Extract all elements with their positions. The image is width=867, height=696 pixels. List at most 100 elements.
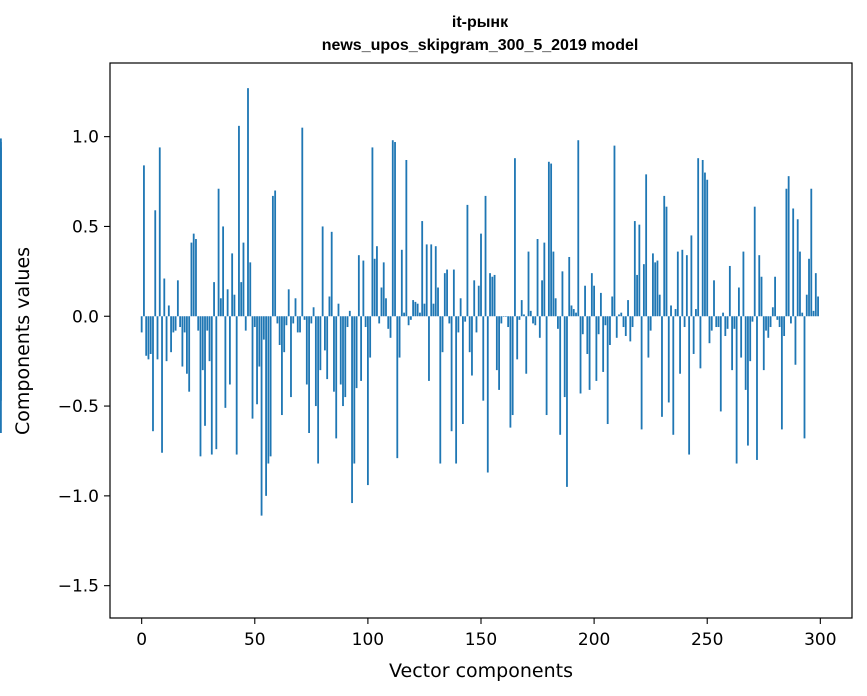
bar bbox=[174, 316, 177, 331]
bar bbox=[504, 316, 507, 317]
chart-title: it-рынк bbox=[452, 14, 509, 31]
bar bbox=[339, 316, 342, 385]
bar bbox=[695, 309, 697, 317]
bar bbox=[439, 316, 442, 464]
bar bbox=[803, 316, 806, 439]
bar bbox=[303, 316, 306, 320]
bar bbox=[446, 269, 448, 317]
bar bbox=[525, 316, 528, 374]
bar bbox=[581, 316, 584, 335]
bar bbox=[649, 316, 652, 331]
bar bbox=[432, 303, 435, 317]
bar bbox=[762, 316, 765, 371]
bar bbox=[484, 195, 487, 317]
bar bbox=[0, 309, 2, 317]
bar bbox=[620, 312, 623, 317]
bar bbox=[685, 255, 688, 317]
bar bbox=[190, 242, 193, 317]
bar bbox=[251, 316, 254, 419]
bar bbox=[305, 316, 308, 385]
bar bbox=[676, 251, 679, 317]
bar bbox=[726, 316, 729, 329]
bar bbox=[502, 316, 505, 317]
bar bbox=[335, 316, 338, 439]
bar bbox=[787, 176, 790, 317]
bar bbox=[765, 316, 767, 331]
bar bbox=[785, 188, 788, 317]
x-axis-label: Vector components bbox=[389, 660, 573, 682]
bar bbox=[498, 316, 500, 390]
bar bbox=[292, 316, 295, 324]
bar bbox=[613, 145, 616, 317]
bar bbox=[355, 316, 358, 389]
bar bbox=[767, 316, 770, 338]
bar bbox=[477, 285, 480, 317]
bar bbox=[217, 188, 220, 317]
bar bbox=[301, 127, 304, 317]
bar bbox=[622, 316, 625, 328]
bar bbox=[258, 316, 261, 367]
bar bbox=[731, 316, 734, 371]
bar bbox=[344, 316, 347, 398]
bar bbox=[199, 316, 202, 457]
bar bbox=[778, 316, 781, 328]
bar bbox=[149, 316, 152, 354]
bar bbox=[450, 316, 453, 432]
bar bbox=[566, 316, 568, 487]
bar bbox=[156, 316, 159, 360]
bar bbox=[337, 303, 340, 317]
bar bbox=[713, 280, 715, 317]
bar bbox=[210, 316, 213, 455]
bar bbox=[145, 316, 148, 356]
bar bbox=[724, 316, 727, 337]
bar bbox=[575, 312, 577, 317]
bar bbox=[656, 260, 659, 317]
bar bbox=[805, 294, 808, 317]
bar bbox=[747, 316, 749, 446]
bar bbox=[774, 276, 776, 317]
bar bbox=[285, 316, 288, 326]
bar bbox=[260, 316, 263, 516]
bar bbox=[143, 165, 145, 317]
bar bbox=[541, 280, 543, 317]
bar bbox=[170, 316, 172, 353]
bar bbox=[482, 316, 485, 401]
bar bbox=[405, 159, 408, 317]
bar bbox=[538, 316, 541, 338]
bar bbox=[206, 316, 209, 331]
bar bbox=[466, 204, 469, 317]
bar bbox=[430, 244, 433, 317]
bar bbox=[267, 316, 270, 464]
bar bbox=[195, 239, 197, 317]
bar bbox=[717, 316, 720, 328]
bar bbox=[733, 316, 736, 329]
bar bbox=[618, 314, 620, 317]
bar bbox=[0, 188, 2, 317]
bar bbox=[756, 316, 758, 460]
bar bbox=[611, 296, 614, 317]
bar bbox=[176, 280, 179, 317]
bar bbox=[780, 316, 783, 430]
bar bbox=[296, 316, 299, 333]
bar bbox=[385, 298, 387, 317]
y-tick-label: −1.5 bbox=[58, 577, 99, 597]
bar bbox=[192, 233, 195, 317]
bar bbox=[324, 316, 326, 351]
bar bbox=[165, 316, 168, 362]
bar bbox=[373, 258, 376, 317]
bar bbox=[516, 316, 519, 360]
bar bbox=[434, 246, 437, 317]
bar bbox=[228, 316, 231, 385]
bar bbox=[163, 278, 166, 317]
bar bbox=[0, 316, 2, 381]
bar bbox=[674, 309, 677, 317]
bar bbox=[688, 316, 691, 455]
bar bbox=[147, 316, 150, 360]
bar bbox=[473, 280, 476, 317]
bar bbox=[231, 253, 234, 317]
bar bbox=[140, 316, 143, 333]
bar bbox=[387, 316, 390, 329]
bar bbox=[265, 316, 267, 496]
bar bbox=[274, 190, 277, 317]
